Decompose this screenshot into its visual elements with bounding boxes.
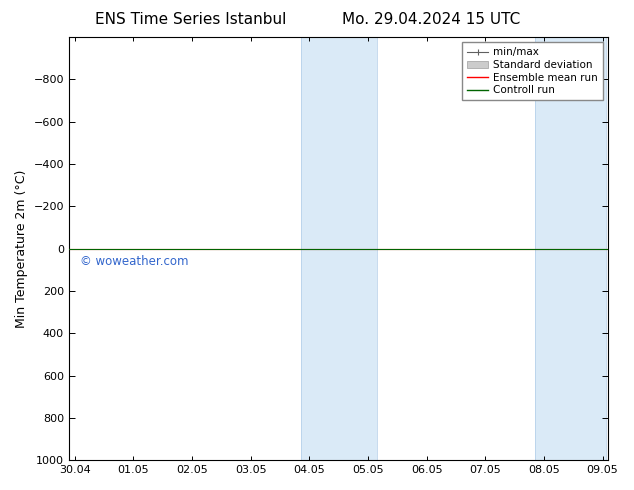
Text: Mo. 29.04.2024 15 UTC: Mo. 29.04.2024 15 UTC — [342, 12, 521, 27]
Text: ENS Time Series Istanbul: ENS Time Series Istanbul — [94, 12, 286, 27]
Bar — [535, 37, 605, 460]
Bar — [301, 37, 377, 460]
Legend: min/max, Standard deviation, Ensemble mean run, Controll run: min/max, Standard deviation, Ensemble me… — [462, 42, 604, 100]
Y-axis label: Min Temperature 2m (°C): Min Temperature 2m (°C) — [15, 170, 28, 328]
Text: © woweather.com: © woweather.com — [80, 255, 188, 268]
